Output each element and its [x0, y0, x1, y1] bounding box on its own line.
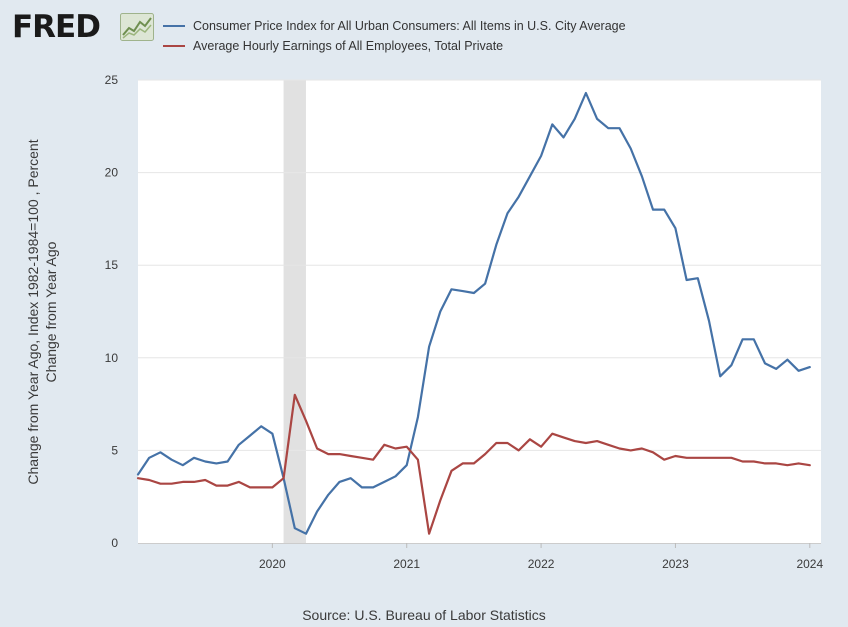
x-tick-label: 2024 [796, 557, 823, 571]
recession-shading [284, 80, 306, 543]
x-tick-label: 2021 [393, 557, 420, 571]
y-tick-label: 25 [105, 73, 119, 87]
x-tick-label: 2022 [528, 557, 555, 571]
x-tick-label: 2023 [662, 557, 689, 571]
y-tick-label: 0 [111, 536, 118, 550]
plot-area [138, 80, 821, 543]
x-tick-label: 2020 [259, 557, 286, 571]
y-tick-label: 20 [105, 166, 119, 180]
y-tick-label: 10 [105, 351, 119, 365]
line-chart: 0 5 10 15 20 25 2020 2021 2022 2023 2024 [0, 0, 848, 600]
y-tick-label: 15 [105, 258, 119, 272]
y-tick-label: 5 [111, 443, 118, 457]
source-note: Source: U.S. Bureau of Labor Statistics [0, 607, 848, 623]
